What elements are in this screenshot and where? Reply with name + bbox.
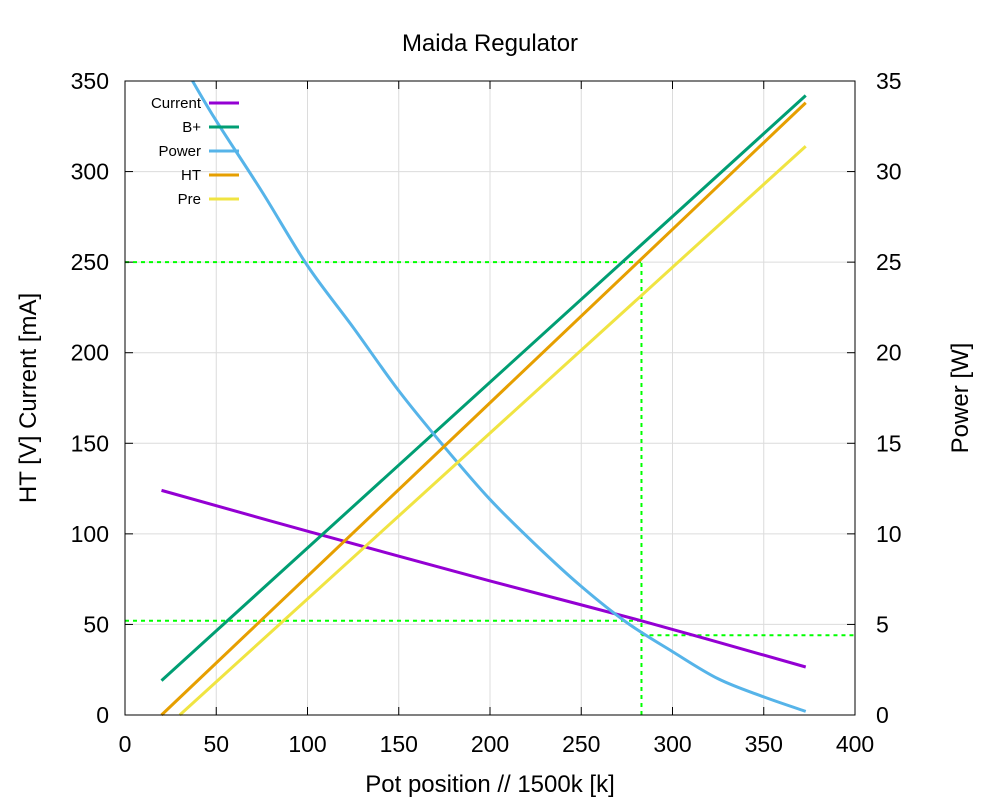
y-tick-label: 350	[71, 68, 109, 94]
series-line-ht	[160, 101, 807, 717]
x-tick-label: 400	[836, 731, 874, 757]
y2-tick-label: 15	[876, 430, 902, 456]
legend-label-power: Power	[158, 143, 201, 160]
legend-label-pre: Pre	[178, 191, 201, 208]
y-tick-labels: 0 50 100 150 200 250 300 350	[71, 68, 109, 728]
y2-tick-label: 25	[876, 249, 902, 275]
x-tick-label: 250	[562, 731, 600, 757]
y2-tick-label: 10	[876, 521, 902, 547]
y-tick-label: 300	[71, 159, 109, 185]
x-tick-label: 350	[745, 731, 783, 757]
y-tick-label: 0	[96, 702, 109, 728]
y2-tick-labels: 0 5 10 15 20 25 30 35	[876, 68, 902, 728]
y2-tick-label: 5	[876, 611, 889, 637]
series-line-power	[191, 80, 807, 713]
x-tick-label: 150	[380, 731, 418, 757]
y2-tick-label: 30	[876, 159, 902, 185]
tick-marks	[124, 80, 856, 716]
y-tick-label: 50	[83, 611, 109, 637]
series-line-current	[161, 488, 807, 669]
x-tick-label: 300	[653, 731, 691, 757]
y2-axis-label: Power [W]	[947, 343, 974, 454]
x-tick-label: 50	[203, 731, 229, 757]
x-tick-label: 100	[288, 731, 326, 757]
y2-tick-label: 20	[876, 340, 902, 366]
legend: Current B+ Power HT Pre	[151, 95, 239, 208]
y-tick-label: 250	[71, 249, 109, 275]
series-line-b-plus	[160, 94, 807, 682]
series-line-pre	[178, 145, 807, 717]
legend-label-b-plus: B+	[182, 119, 201, 136]
y-tick-label: 100	[71, 521, 109, 547]
legend-label-current: Current	[151, 95, 202, 112]
y-tick-label: 200	[71, 340, 109, 366]
guide-lines	[125, 261, 855, 715]
y-tick-label: 150	[71, 430, 109, 456]
x-axis-label: Pot position // 1500k [k]	[365, 771, 614, 798]
y2-tick-label: 35	[876, 68, 902, 94]
chart-title: Maida Regulator	[402, 30, 578, 57]
x-tick-labels: 0 50 100 150 200 250 300 350 400	[119, 731, 875, 757]
y2-tick-label: 0	[876, 702, 889, 728]
x-tick-label: 200	[471, 731, 509, 757]
legend-label-ht: HT	[181, 167, 201, 184]
x-tick-label: 0	[119, 731, 132, 757]
series-group	[160, 80, 807, 717]
y-axis-label: HT [V] Current [mA]	[15, 293, 42, 503]
